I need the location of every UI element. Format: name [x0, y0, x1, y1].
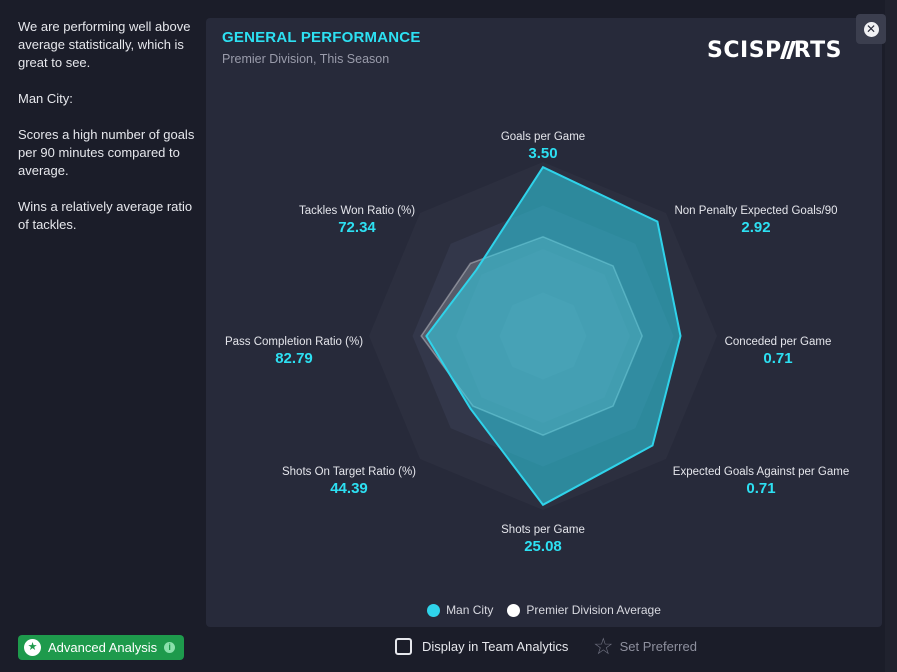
description-paragraph: Man City: [18, 91, 73, 106]
description-paragraph: Scores a high number of goals per 90 min… [18, 127, 195, 178]
legend-label: Man City [446, 603, 494, 617]
background-edge [885, 0, 897, 672]
axis-label: Pass Completion Ratio (%) [225, 336, 363, 348]
card-title: GENERAL PERFORMANCE [222, 29, 421, 46]
description-panel: We are performing well above average sta… [18, 18, 200, 252]
axis-value: 25.08 [524, 538, 562, 555]
description-paragraph: Wins a relatively average ratio of tackl… [18, 199, 193, 232]
axis-value: 0.71 [746, 480, 775, 497]
axis-value: 3.50 [528, 145, 557, 162]
chart-legend: Man City Premier Division Average [206, 603, 882, 617]
legend-dot-icon [427, 603, 441, 617]
card-subtitle: Premier Division, This Season [222, 52, 390, 66]
display-label: Display in Team Analytics [422, 638, 569, 654]
axis-value: 82.79 [275, 350, 313, 367]
advanced-analysis-button[interactable]: ★ Advanced Analysis i [18, 635, 184, 660]
checkbox-box[interactable] [395, 637, 412, 655]
advanced-analysis-label: Advanced Analysis [48, 640, 158, 655]
axis-value: 72.34 [338, 219, 376, 236]
close-icon: ✕ [863, 21, 879, 37]
axis-label: Conceded per Game [725, 336, 832, 348]
legend-label: Premier Division Average [526, 603, 661, 617]
axis-label: Shots On Target Ratio (%) [282, 466, 416, 478]
set-preferred-label: Set Preferred [619, 638, 697, 654]
axis-label: Expected Goals Against per Game [673, 466, 849, 478]
info-icon[interactable]: i [164, 642, 176, 653]
axis-value: 44.39 [330, 480, 368, 497]
legend-item-man-city: Man City [427, 603, 493, 617]
axis-label: Tackles Won Ratio (%) [299, 205, 415, 217]
axis-value: 0.71 [763, 350, 792, 367]
star-circle-icon: ★ [24, 639, 41, 656]
set-preferred-button[interactable]: ☆ Set Preferred [593, 634, 697, 658]
description-paragraph: We are performing well above average sta… [18, 19, 191, 70]
close-button[interactable]: ✕ [856, 14, 886, 44]
radar-series-man-city [425, 165, 682, 507]
star-outline-icon: ☆ [593, 633, 614, 659]
axis-label: Shots per Game [501, 524, 585, 536]
axis-label: Non Penalty Expected Goals/90 [674, 205, 837, 217]
legend-item-average: Premier Division Average [507, 603, 661, 617]
scisports-logo: SCISP RTS [707, 38, 842, 63]
axis-value: 2.92 [741, 219, 770, 236]
legend-dot-icon [507, 603, 521, 617]
axis-label: Goals per Game [501, 131, 585, 143]
display-in-team-analytics-checkbox[interactable]: Display in Team Analytics [395, 636, 568, 656]
